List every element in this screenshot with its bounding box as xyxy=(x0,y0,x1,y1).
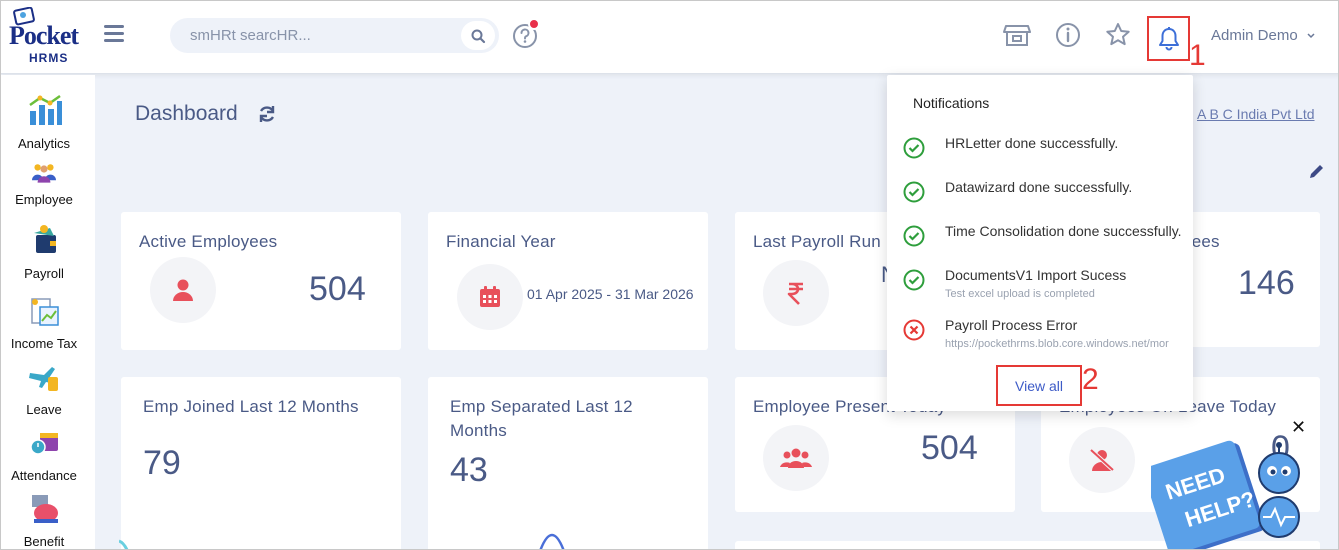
sidebar: Analytics Employee Payroll xyxy=(1,75,95,549)
users-icon xyxy=(780,448,812,468)
employee-icon xyxy=(32,164,56,183)
card-title: Last Payroll Run xyxy=(753,232,881,251)
card-icon-circle xyxy=(150,257,216,323)
card-title: Active Employees xyxy=(139,232,278,251)
payroll-icon xyxy=(34,225,56,253)
leave-icon xyxy=(29,367,58,391)
notification-subtext: https://pockethrms.blob.core.windows.net… xyxy=(945,338,1169,350)
success-check-icon xyxy=(903,181,925,203)
sidebar-label: Employee xyxy=(15,192,73,207)
menu-toggle-button[interactable] xyxy=(104,25,124,43)
notification-text: Datawizard done successfully. xyxy=(945,179,1133,195)
sidebar-label: Analytics xyxy=(17,136,71,151)
search-button[interactable] xyxy=(461,21,495,50)
card-emp-joined[interactable]: Emp Joined Last 12 Months 79 xyxy=(119,377,401,549)
user-menu[interactable]: Admin Demo xyxy=(1211,27,1316,44)
notifications-title: Notifications xyxy=(913,95,990,111)
sidebar-label: Benefit xyxy=(23,534,65,549)
notification-subtext: Test excel upload is completed xyxy=(945,288,1095,300)
success-check-icon xyxy=(903,137,925,159)
page-title: Dashboard xyxy=(135,102,238,125)
card-title-line2: Months xyxy=(450,421,507,440)
card-emp-separated[interactable]: Emp Separated Last 12 Months 43 xyxy=(428,377,708,549)
user-name: Admin Demo xyxy=(1211,27,1298,44)
sidebar-label: Payroll xyxy=(24,266,64,281)
sidebar-item-employee[interactable]: Employee xyxy=(1,161,87,207)
card-title: Emp Separated Last 12 xyxy=(450,397,633,416)
star-icon[interactable] xyxy=(1104,21,1132,49)
card-value: 01 Apr 2025 - 31 Mar 2026 xyxy=(527,286,694,302)
store-icon[interactable] xyxy=(1003,21,1031,49)
edit-icon[interactable] xyxy=(1308,162,1326,180)
sparkline-chart xyxy=(539,534,565,549)
annotation-label-1: 1 xyxy=(1189,39,1206,72)
card-title: Financial Year xyxy=(446,232,556,251)
analytics-icon xyxy=(29,94,62,125)
notification-text: DocumentsV1 Import Sucess xyxy=(945,267,1127,283)
sidebar-item-payroll[interactable]: Payroll xyxy=(1,223,87,281)
sidebar-item-benefit[interactable]: Benefit xyxy=(1,491,87,549)
success-check-icon xyxy=(903,269,925,291)
logo-text: Pocket xyxy=(9,21,79,50)
logo-subtext: HRMS xyxy=(29,51,69,65)
sparkline-icon xyxy=(119,539,129,549)
success-check-icon xyxy=(903,225,925,247)
notifications-dropdown: Notifications HRLetter done successfully… xyxy=(887,75,1193,411)
notification-text: Payroll Process Error xyxy=(945,317,1078,333)
help-badge xyxy=(528,18,540,30)
card-icon-circle xyxy=(457,264,523,330)
card-value: 504 xyxy=(309,270,366,308)
view-all-button[interactable]: View all xyxy=(996,365,1082,406)
sidebar-label: Leave xyxy=(26,402,62,417)
user-off-icon xyxy=(1089,448,1115,472)
card-value: 79 xyxy=(143,444,181,482)
rupee-icon xyxy=(787,282,803,305)
bell-icon xyxy=(1158,26,1179,50)
user-icon xyxy=(173,279,193,301)
sidebar-item-leave[interactable]: Leave xyxy=(1,359,87,417)
notifications-button[interactable] xyxy=(1147,16,1190,61)
sidebar-label: Attendance xyxy=(11,468,77,483)
top-header: Pocket HRMS xyxy=(1,1,1338,74)
error-x-icon xyxy=(903,319,925,341)
close-help-button[interactable]: ✕ xyxy=(1291,417,1307,437)
notification-text: Time Consolidation done successfully. xyxy=(945,223,1182,239)
company-link[interactable]: A B C India Pvt Ltd xyxy=(1197,106,1315,122)
help-icon[interactable] xyxy=(511,22,539,50)
pocket-hrms-logo[interactable]: Pocket HRMS xyxy=(7,7,79,67)
notification-text: HRLetter done successfully. xyxy=(945,135,1119,151)
card-icon-circle xyxy=(763,425,829,491)
refresh-icon[interactable] xyxy=(257,104,277,124)
card-icon-circle xyxy=(1069,427,1135,493)
attendance-icon xyxy=(30,433,58,455)
card-bottom-row xyxy=(735,541,1320,549)
calendar-icon xyxy=(480,286,500,307)
info-icon[interactable] xyxy=(1054,21,1082,49)
sidebar-item-income-tax[interactable]: Income Tax xyxy=(1,293,87,351)
card-value: 146 xyxy=(1238,264,1295,302)
card-title: Emp Joined Last 12 Months xyxy=(143,397,359,416)
card-active-employees[interactable]: Active Employees 504 xyxy=(121,212,401,350)
search-icon xyxy=(471,29,486,43)
search-input[interactable] xyxy=(190,18,450,53)
card-value: 43 xyxy=(450,451,488,489)
sidebar-item-attendance[interactable]: Attendance xyxy=(1,425,87,483)
sidebar-label: Income Tax xyxy=(10,336,78,351)
sidebar-item-analytics[interactable]: Analytics xyxy=(1,93,87,151)
card-icon-circle xyxy=(763,260,829,326)
annotation-label-2: 2 xyxy=(1082,363,1099,396)
card-value: 504 xyxy=(921,429,978,467)
benefit-icon xyxy=(32,495,58,523)
need-help-widget[interactable]: NEED HELP? xyxy=(1151,431,1311,550)
card-financial-year[interactable]: Financial Year 01 Apr 2025 - 31 Mar 2026 xyxy=(428,212,708,350)
chevron-down-icon xyxy=(1307,33,1315,39)
income-tax-icon xyxy=(31,298,59,326)
logo-card-icon xyxy=(13,7,35,26)
search-bar xyxy=(170,18,499,53)
